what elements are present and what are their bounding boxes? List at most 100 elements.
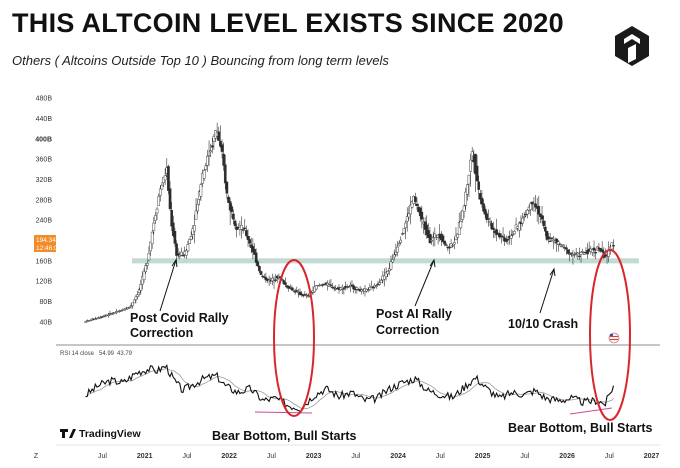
candle-body	[504, 238, 508, 242]
x-tick-label: 2024	[390, 453, 406, 460]
candle-body	[220, 144, 224, 152]
x-tick-label: 2027	[644, 453, 660, 460]
candle-body	[350, 284, 354, 287]
candle-body	[137, 289, 141, 293]
candle-body	[110, 313, 113, 315]
candle-body	[467, 174, 471, 185]
candle-body	[98, 317, 102, 319]
rsi-label: RSI 14 close	[60, 351, 95, 357]
y-tick-label: 320B	[36, 177, 53, 184]
candle-body	[517, 222, 521, 231]
candle-body	[581, 251, 584, 253]
annotation-bear-bottom-2: Bear Bottom, Bull Starts	[508, 421, 653, 435]
candle-body	[274, 279, 277, 281]
candle-body	[150, 231, 154, 244]
highlight-ellipse-2026	[589, 249, 631, 421]
candle-body	[261, 275, 264, 278]
candle-body	[225, 181, 229, 194]
candle-body	[511, 234, 515, 236]
candle-body	[407, 213, 411, 218]
candle-body	[495, 229, 498, 235]
x-tick-label: 2023	[306, 453, 322, 460]
annotation-post-covid-line1: Post Covid Rally	[130, 311, 229, 325]
candle-body	[469, 159, 472, 172]
y-tick-label: 480B	[36, 96, 53, 103]
candle-body	[457, 222, 461, 236]
x-tick-label: Jul	[436, 453, 445, 460]
candle-body	[193, 225, 196, 232]
candle-body	[420, 211, 424, 220]
arrow-crash	[539, 268, 555, 314]
candle-body	[204, 165, 208, 170]
us-flag-icon	[608, 332, 620, 344]
support-band	[132, 258, 639, 264]
candle-body	[586, 249, 589, 255]
price-axis: 480B440B400B360B320B280B240B200B160B120B…	[35, 96, 52, 327]
candle-body	[170, 210, 173, 227]
candle-body	[126, 307, 130, 310]
candle-body	[282, 280, 286, 284]
x-tick-label: Jul	[267, 453, 276, 460]
candle-body	[612, 245, 615, 247]
candle-body	[258, 266, 261, 272]
candle-body	[498, 233, 502, 238]
candle-body	[157, 196, 160, 206]
candle-body	[526, 209, 529, 215]
candle-body	[524, 214, 528, 216]
candle-body	[106, 314, 110, 316]
candle-body	[561, 244, 565, 246]
candle-body	[93, 318, 97, 320]
candle-body	[475, 165, 479, 182]
y-tick-label: 400B	[35, 136, 52, 143]
candle-body	[509, 235, 513, 239]
candle-body	[301, 294, 305, 297]
candle-body	[529, 203, 533, 210]
candle-body	[386, 271, 390, 275]
time-axis: Z Jul 2021 Jul 2022 Jul 2023 Jul 2024 Jul 2025 Jul 2…	[34, 453, 660, 460]
candle-body	[314, 285, 318, 290]
candle-body	[129, 305, 133, 307]
candle-body	[594, 252, 597, 254]
candle-body	[168, 188, 172, 210]
x-tick-label: Jul	[520, 453, 529, 460]
rsi-value-1: 54.99	[99, 351, 115, 357]
annotation-post-ai-line2: Correction	[376, 323, 439, 337]
candle-body	[243, 227, 247, 229]
tradingview-logo: TradingView	[60, 428, 141, 440]
candle-body	[139, 284, 143, 291]
arrow-post-covid-head	[171, 258, 178, 268]
candle-body	[415, 203, 419, 206]
candle-body	[142, 270, 146, 280]
candle-body	[207, 155, 211, 157]
candle-body	[89, 319, 92, 322]
candle-body	[462, 205, 466, 213]
candle-body	[453, 242, 456, 245]
candle-body	[389, 261, 393, 270]
x-tick-label: 2026	[559, 453, 575, 460]
candle-body	[134, 296, 138, 300]
candle-body	[128, 306, 131, 309]
candle-body	[144, 265, 147, 273]
candle-body	[222, 153, 225, 166]
candle-body	[246, 235, 250, 241]
candle-body	[444, 244, 448, 246]
arrow-post-covid	[159, 259, 177, 312]
candle-body	[428, 233, 432, 244]
candle-body	[543, 226, 547, 232]
candle-body	[155, 208, 159, 214]
candle-body	[136, 294, 139, 298]
candle-body	[534, 203, 537, 208]
candle-body	[392, 254, 396, 258]
candle-body	[123, 309, 126, 311]
candle-body	[272, 280, 276, 283]
candle-body	[414, 196, 417, 202]
candle-body	[293, 291, 297, 293]
candle-body	[409, 204, 412, 215]
price-tag-time: 12:46:06	[36, 245, 62, 252]
candle-body	[262, 276, 266, 278]
x-tick-label: Jul	[182, 453, 191, 460]
candle-body	[147, 253, 151, 261]
candle-body	[199, 184, 203, 197]
candle-body	[149, 241, 152, 252]
